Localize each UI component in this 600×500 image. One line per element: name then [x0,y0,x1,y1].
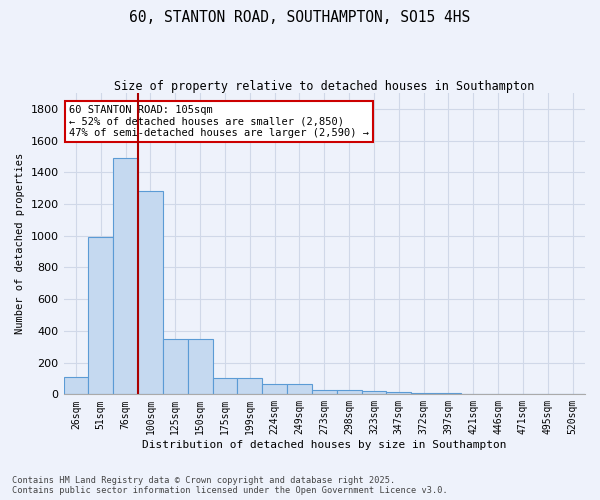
Text: 60, STANTON ROAD, SOUTHAMPTON, SO15 4HS: 60, STANTON ROAD, SOUTHAMPTON, SO15 4HS [130,10,470,25]
Text: 60 STANTON ROAD: 105sqm
← 52% of detached houses are smaller (2,850)
47% of semi: 60 STANTON ROAD: 105sqm ← 52% of detache… [69,105,369,138]
Text: Contains HM Land Registry data © Crown copyright and database right 2025.
Contai: Contains HM Land Registry data © Crown c… [12,476,448,495]
Bar [163,339,188,394]
Bar [312,390,337,394]
Bar [138,190,163,394]
Bar [188,339,212,394]
X-axis label: Distribution of detached houses by size in Southampton: Distribution of detached houses by size … [142,440,506,450]
Bar [436,393,461,394]
Title: Size of property relative to detached houses in Southampton: Size of property relative to detached ho… [114,80,535,93]
Y-axis label: Number of detached properties: Number of detached properties [15,153,25,334]
Bar [113,158,138,394]
Bar [362,391,386,394]
Bar [386,392,411,394]
Bar [337,390,362,394]
Bar [287,384,312,394]
Bar [64,377,88,394]
Bar [238,378,262,394]
Bar [411,393,436,394]
Bar [262,384,287,394]
Bar [88,238,113,394]
Bar [212,378,238,394]
